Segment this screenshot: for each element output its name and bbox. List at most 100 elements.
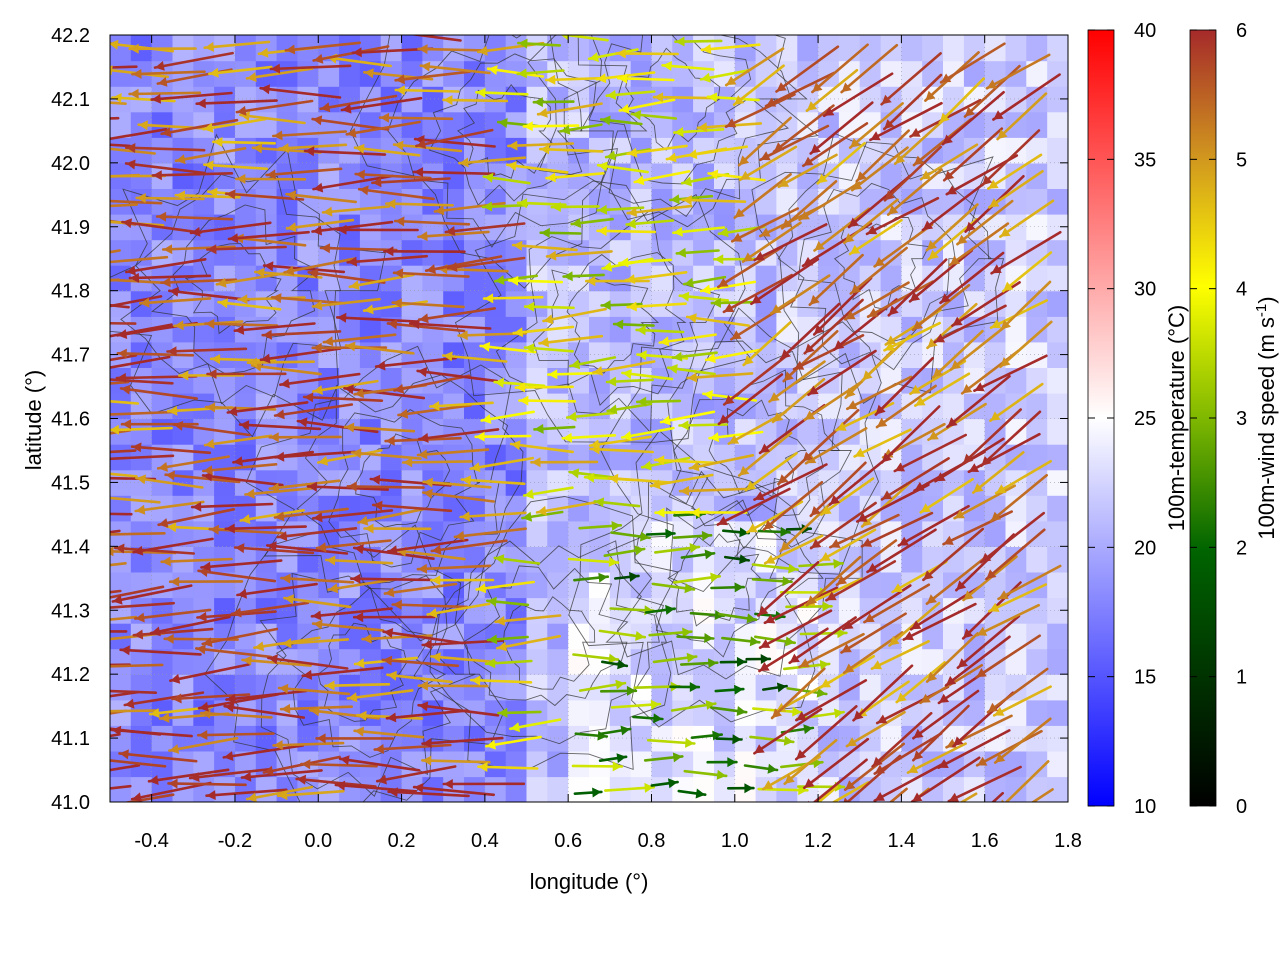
- temperature-cell: [589, 342, 610, 368]
- temperature-cell: [422, 163, 443, 189]
- temperature-cell: [589, 419, 610, 445]
- x-tick-label: 0.6: [554, 830, 582, 852]
- colorbar-tick-label: 3: [1236, 408, 1247, 430]
- x-tick-label: 0.4: [471, 830, 499, 852]
- temperature-cell: [527, 393, 548, 419]
- temperature-cell: [568, 725, 589, 751]
- temperature-cell: [235, 35, 256, 61]
- temperature-cell: [672, 700, 693, 726]
- temperature-cell: [235, 393, 256, 419]
- temperature-cell: [672, 725, 693, 751]
- temperature-cell: [235, 188, 256, 214]
- temperature-cell: [131, 725, 152, 751]
- temperature-cell: [297, 444, 318, 470]
- temperature-cell: [256, 367, 277, 393]
- wind-vector-head: [99, 171, 108, 181]
- temperature-cell: [527, 265, 548, 291]
- temperature-cell: [1047, 649, 1068, 675]
- temperature-cell: [589, 214, 610, 240]
- temperature-cell: [485, 751, 506, 777]
- temperature-cell: [1026, 546, 1047, 572]
- temperature-cell: [297, 163, 318, 189]
- temperature-cell: [922, 521, 943, 547]
- temperature-cell: [693, 419, 714, 445]
- wind-vector-head: [96, 257, 105, 267]
- temperature-cell: [173, 419, 194, 445]
- wind-colorbar-label-main: 100m-wind speed (m s: [1254, 317, 1279, 540]
- temperature-cell: [173, 112, 194, 138]
- temperature-cell: [756, 751, 777, 777]
- temperature-cell: [589, 598, 610, 624]
- temperature-cell: [1047, 521, 1068, 547]
- temperature-cell: [422, 112, 443, 138]
- colorbar-tick-label: 5: [1236, 149, 1247, 171]
- temperature-cell: [797, 35, 818, 61]
- wind-vector-head: [92, 530, 101, 540]
- wind-vector-head: [89, 754, 99, 764]
- temperature-cell: [610, 342, 631, 368]
- temperature-cell: [1047, 419, 1068, 445]
- temperature-cell: [110, 61, 131, 87]
- y-tick-label: 41.8: [51, 281, 90, 303]
- temperature-cell: [547, 188, 568, 214]
- temperature-cell: [672, 572, 693, 598]
- temperature-cell: [193, 86, 214, 112]
- temperature-cell: [985, 674, 1006, 700]
- temperature-cell: [568, 649, 589, 675]
- colorbar-tick-label: 15: [1134, 667, 1156, 689]
- temperature-cell: [1047, 291, 1068, 317]
- wind-vector-head: [101, 409, 110, 419]
- temperature-cell: [672, 61, 693, 87]
- temperature-cell: [1047, 35, 1068, 61]
- temperature-cell: [547, 393, 568, 419]
- temperature-cell: [318, 444, 339, 470]
- temperature-cell: [256, 35, 277, 61]
- wind-vector-head: [57, 449, 66, 459]
- temperature-cell: [131, 240, 152, 266]
- temperature-cell: [214, 342, 235, 368]
- temperature-cell: [256, 572, 277, 598]
- y-axis-label: latitude (°): [21, 370, 46, 471]
- temperature-cell: [152, 674, 173, 700]
- temperature-cell: [193, 725, 214, 751]
- wind-colorbar-label-sup: -1: [1253, 304, 1270, 317]
- temperature-cell: [610, 700, 631, 726]
- wind-vector: [38, 116, 118, 126]
- wind-colorbar-label-close: ): [1254, 296, 1279, 303]
- wind-vector-head: [87, 136, 97, 146]
- temperature-cell: [589, 86, 610, 112]
- wind-vector-head: [60, 772, 70, 782]
- wind-vector-shaft: [38, 118, 118, 121]
- temperature-cell: [568, 367, 589, 393]
- temperature-cell: [131, 393, 152, 419]
- temperature-cell: [297, 291, 318, 317]
- temperature-cell: [839, 674, 860, 700]
- temperature-cell: [110, 776, 131, 802]
- x-tick-label: -0.2: [218, 830, 252, 852]
- colorbar-tick-label: 0: [1236, 796, 1247, 818]
- temperature-cell: [547, 674, 568, 700]
- wind-vector-head: [96, 635, 105, 645]
- wind-vector-head: [90, 662, 99, 672]
- wind-vector-head: [919, 818, 929, 827]
- temperature-cell: [1047, 751, 1068, 777]
- x-tick-label: 1.4: [887, 830, 915, 852]
- wind-vector-head: [58, 698, 68, 708]
- colorbar-tick-label: 25: [1134, 408, 1156, 430]
- temperature-cell: [714, 367, 735, 393]
- wind-colorbar-label: 100m-wind speed (m s-1): [1253, 296, 1279, 539]
- temperature-cell: [568, 776, 589, 802]
- temperature-cell: [506, 776, 527, 802]
- temperature-cell: [1047, 367, 1068, 393]
- temperature-cell: [652, 35, 673, 61]
- temperature-cell: [922, 623, 943, 649]
- temperature-cell: [547, 776, 568, 802]
- temperature-cell: [693, 546, 714, 572]
- temperature-cell: [547, 265, 568, 291]
- wind-vector-head: [86, 142, 95, 152]
- temperature-cell: [1047, 393, 1068, 419]
- colorbar-tick-label: 1: [1236, 667, 1247, 689]
- temperature-cell: [527, 419, 548, 445]
